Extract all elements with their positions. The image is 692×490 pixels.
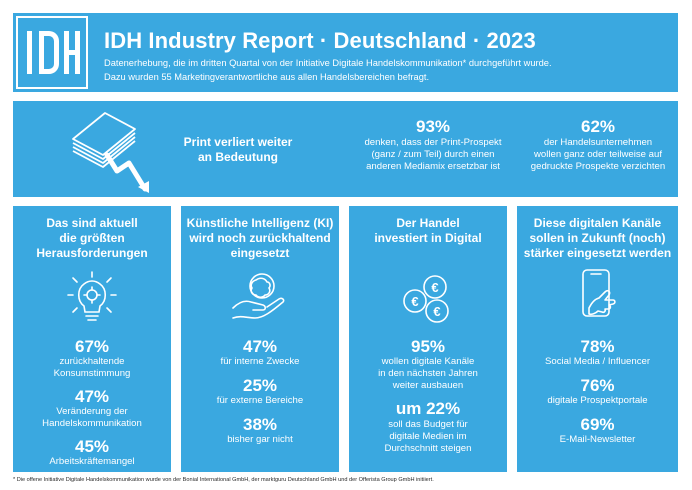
column-heading: Diese digitalen Kanäle sollen in Zukunft …: [523, 216, 672, 260]
column-heading: Der Handel investiert in Digital: [374, 216, 482, 245]
idh-logo: [13, 13, 91, 92]
stat-label: E-Mail-Newsletter: [559, 434, 636, 445]
digital-investment-panel: Der Handel investiert in Digital € € € 95…: [349, 206, 507, 472]
challenges-panel: Das sind aktuell die größten Herausforderu…: [13, 206, 171, 472]
svg-text:€: €: [411, 294, 418, 309]
header-panel: [13, 13, 678, 92]
stat-value: 62%: [580, 117, 616, 136]
column-heading: Das sind aktuell die größten Herausforderu…: [36, 216, 148, 260]
stat-label: für externe Bereiche: [216, 395, 304, 406]
smartphone-hand-icon: [577, 268, 621, 329]
stat-value: 67%: [74, 337, 110, 356]
stat-label-line: gedruckte Prospekte verzichten: [530, 161, 666, 172]
hand-ai-icon: [231, 270, 289, 327]
summary-headline: Print verliert weiter an Bedeutung: [165, 135, 311, 165]
report-subtitle: Datenerhebung, die im dritten Quartal vo…: [104, 56, 552, 84]
stat-label: Veränderung der Handelskommunikation: [42, 406, 142, 429]
stat-label: bisher gar nicht: [227, 434, 293, 445]
stat-label-line: der Handelsunternehmen: [543, 137, 653, 148]
summary-stat-print-replaceable: 93% denken, dass der Print-Prospekt (gan…: [343, 117, 523, 173]
idh-logo-mark: [13, 13, 91, 92]
stat-label: zurückhaltende Konsumstimmung: [53, 356, 131, 379]
stat-label: wollen digitale Kanäle in den nächsten Ja…: [378, 356, 478, 391]
subtitle-line: Datenerhebung, die im dritten Quartal vo…: [104, 58, 552, 68]
digital-channels-panel: Diese digitalen Kanäle sollen in Zukunft …: [517, 206, 678, 472]
stat-label: soll das Budget für digitale Medien im Dur…: [384, 419, 472, 454]
footnote: * Die offene Initiative Digitale Handels…: [13, 477, 434, 483]
stat-value: 47%: [74, 387, 110, 406]
lightbulb-gears-icon: [67, 270, 117, 331]
svg-text:€: €: [431, 280, 438, 295]
summary-stat-print-waiver: 62% der Handelsunternehmen wollen ganz o…: [513, 117, 683, 173]
stat-value: 93%: [415, 117, 451, 136]
stat-label: digitale Prospektportale: [547, 395, 648, 406]
stat-value: um 22%: [395, 399, 461, 418]
stat-label-line: (ganz / zum Teil) durch einen: [371, 149, 495, 160]
euro-coins-icon: € € €: [401, 274, 457, 329]
stat-value: 25%: [242, 376, 278, 395]
stat-value: 38%: [242, 415, 278, 434]
stat-value: 95%: [410, 337, 446, 356]
stat-label-line: wollen ganz oder teilweise auf: [534, 149, 662, 160]
declining-print-icon: [65, 109, 157, 198]
stat-label: für interne Zwecke: [220, 356, 300, 367]
subtitle-line: Dazu wurden 55 Marketingverantwortliche …: [104, 72, 430, 82]
headline-line: an Bedeutung: [198, 150, 278, 164]
column-heading: Künstliche Intelligenz (KI) wird noch zur…: [186, 216, 334, 260]
svg-text:€: €: [433, 304, 440, 319]
stat-label-line: anderen Mediamix ersetzbar ist: [366, 161, 500, 172]
stat-label: Arbeitskräftemangel: [49, 456, 135, 467]
report-title: IDH Industry Report · Deutschland · 2023: [104, 28, 536, 53]
stat-value: 69%: [580, 415, 615, 434]
stat-value: 45%: [74, 437, 110, 456]
ai-usage-panel: Künstliche Intelligenz (KI) wird noch zur…: [181, 206, 339, 472]
stat-value: 47%: [242, 337, 278, 356]
stat-value: 76%: [580, 376, 615, 395]
stat-label-line: denken, dass der Print-Prospekt: [364, 137, 502, 148]
stat-value: 78%: [580, 337, 615, 356]
headline-line: Print verliert weiter: [183, 135, 293, 149]
stat-label: Social Media / Influencer: [544, 356, 651, 367]
summary-panel: Print verliert weiter an Bedeutung 93% d…: [13, 101, 678, 197]
